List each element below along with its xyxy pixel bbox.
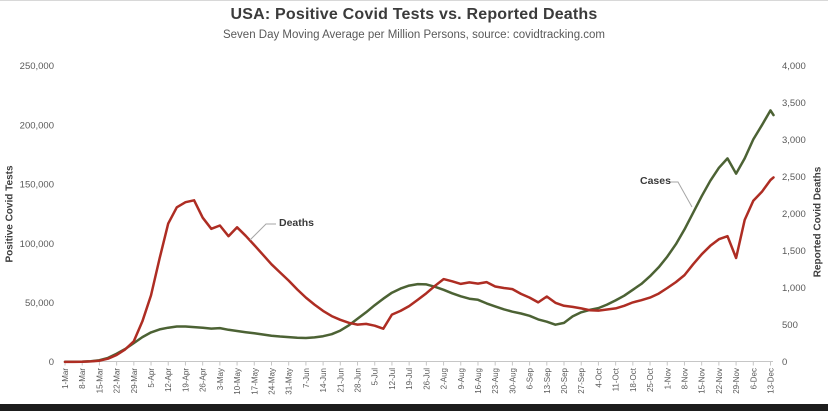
x-tick-label: 8-Nov <box>680 368 689 389</box>
top-border-line <box>0 0 828 1</box>
series-line-cases <box>63 109 775 364</box>
x-tick-label: 15-Nov <box>698 368 707 394</box>
x-tick-label: 31-May <box>285 368 294 395</box>
x-tick-label: 19-Apr <box>181 368 190 392</box>
left-axis-tick-label: 100,000 <box>20 239 54 250</box>
series-line-deaths <box>63 176 775 364</box>
x-tick-label: 12-Jul <box>388 368 397 390</box>
x-tick-label: 9-Aug <box>457 368 466 389</box>
left-axis-tick-label: 50,000 <box>25 298 54 309</box>
x-tick-label: 20-Sep <box>560 367 569 393</box>
left-axis-tick-label: 150,000 <box>20 180 54 191</box>
x-tick-label: 22-Mar <box>113 368 122 394</box>
x-tick-label: 23-Aug <box>491 368 500 394</box>
bottom-window-edge <box>0 404 828 411</box>
x-tick-label: 11-Oct <box>612 367 621 391</box>
x-tick-label: 2-Aug <box>440 368 449 389</box>
x-tick-label: 26-Apr <box>199 368 208 392</box>
x-tick-label: 4-Oct <box>594 367 603 387</box>
right-axis-tick-label: 2,500 <box>782 172 806 183</box>
x-tick-label: 24-May <box>267 368 276 395</box>
chart-subtitle: Seven Day Moving Average per Million Per… <box>222 29 606 41</box>
right-axis-tick-label: 1,000 <box>782 283 806 294</box>
x-tick-label: 19-Jul <box>405 368 414 390</box>
annotation-cases-label: Cases <box>640 175 671 187</box>
x-tick-label: 29-Nov <box>732 368 741 394</box>
x-tick-label: 22-Nov <box>715 368 724 394</box>
right-axis-tick-label: 0 <box>782 357 787 368</box>
x-tick-label: 18-Oct <box>629 367 638 392</box>
x-tick-label: 17-May <box>250 368 259 395</box>
x-tick-label: 28-Jun <box>354 368 363 392</box>
annotation-deaths-label: Deaths <box>279 217 315 229</box>
right-axis-tick-label: 3,500 <box>782 98 806 109</box>
x-tick-label: 7-Jun <box>302 368 311 388</box>
x-tick-label: 1-Mar <box>61 368 70 389</box>
x-tick-label: 13-Sep <box>543 367 552 393</box>
x-tick-label: 14-Jun <box>319 368 328 392</box>
x-tick-label: 27-Sep <box>577 367 586 393</box>
right-axis-tick-label: 500 <box>782 320 798 331</box>
x-tick-label: 15-Mar <box>95 368 104 394</box>
x-tick-label: 8-Mar <box>78 368 87 389</box>
x-tick-label: 3-May <box>216 368 225 390</box>
x-tick-label: 25-Oct <box>646 367 655 392</box>
x-tick-label: 6-Dec <box>749 368 758 389</box>
x-tick-label: 16-Aug <box>474 368 483 394</box>
x-tick-label: 13-Dec <box>767 368 776 394</box>
x-tick-label: 10-May <box>233 368 242 395</box>
x-tick-label: 30-Aug <box>508 368 517 394</box>
leader-line-deaths <box>249 223 276 241</box>
left-axis-tick-label: 0 <box>49 357 54 368</box>
x-tick-label: 21-Jun <box>336 368 345 392</box>
right-axis-tick-label: 2,000 <box>782 209 806 220</box>
x-tick-label: 26-Jul <box>422 368 431 390</box>
right-axis-tick-label: 3,000 <box>782 135 806 146</box>
x-tick-label: 12-Apr <box>164 368 173 392</box>
right-axis-tick-label: 4,000 <box>782 61 806 72</box>
x-tick-label: 5-Apr <box>147 368 156 388</box>
left-axis-tick-label: 250,000 <box>20 61 54 72</box>
right-axis-tick-label: 1,500 <box>782 246 806 257</box>
leader-line-cases <box>670 181 693 208</box>
x-tick-label: 5-Jul <box>371 368 380 386</box>
x-tick-label: 1-Nov <box>663 368 672 389</box>
x-tick-label: 29-Mar <box>130 368 139 394</box>
x-tick-label: 6-Sep <box>526 367 535 389</box>
left-axis-tick-label: 200,000 <box>20 120 54 131</box>
chart-title: USA: Positive Covid Tests vs. Reported D… <box>230 6 598 23</box>
